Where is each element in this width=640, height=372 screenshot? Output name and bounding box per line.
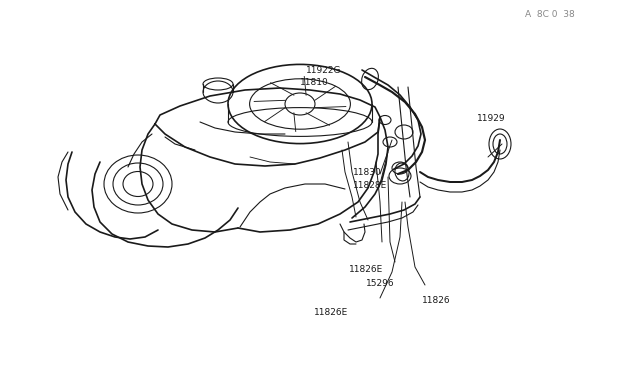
Text: 11828E: 11828E	[353, 181, 388, 190]
Text: 11826E: 11826E	[349, 265, 383, 274]
Text: 11826: 11826	[422, 296, 451, 305]
Text: 11810: 11810	[300, 78, 328, 87]
Text: 15296: 15296	[366, 279, 395, 288]
Text: 11826E: 11826E	[314, 308, 348, 317]
Text: A  8C 0  38: A 8C 0 38	[525, 10, 575, 19]
Text: 11830: 11830	[353, 168, 382, 177]
Text: 11922G: 11922G	[306, 66, 341, 75]
Text: 11929: 11929	[477, 114, 506, 123]
